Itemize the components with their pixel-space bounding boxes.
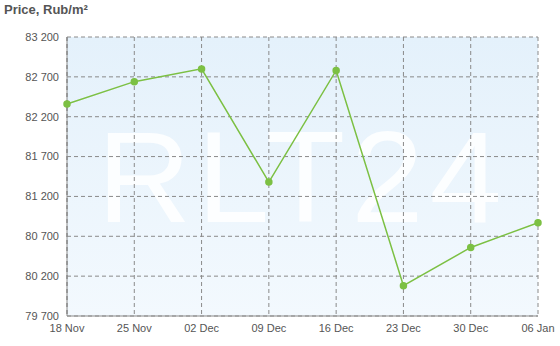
svg-text:09 Dec: 09 Dec bbox=[251, 322, 286, 334]
svg-text:82 700: 82 700 bbox=[25, 71, 59, 83]
svg-text:80 700: 80 700 bbox=[25, 230, 59, 242]
svg-text:30 Dec: 30 Dec bbox=[453, 322, 488, 334]
svg-text:82 200: 82 200 bbox=[25, 111, 59, 123]
svg-text:80 200: 80 200 bbox=[25, 270, 59, 282]
svg-text:16 Dec: 16 Dec bbox=[319, 322, 354, 334]
svg-text:06 Jan: 06 Jan bbox=[521, 322, 552, 334]
html-text:Price, Rub/m²: Price, Rub/m² bbox=[4, 2, 88, 17]
svg-text:25 Nov: 25 Nov bbox=[117, 322, 152, 334]
svg-text:18 Nov: 18 Nov bbox=[50, 322, 85, 334]
svg-text:81 200: 81 200 bbox=[25, 190, 59, 202]
svg-text:83 200: 83 200 bbox=[25, 31, 59, 43]
svg-text:02 Dec: 02 Dec bbox=[184, 322, 219, 334]
svg-text:23 Dec: 23 Dec bbox=[386, 322, 421, 334]
svg-text:79 700: 79 700 bbox=[25, 310, 59, 322]
svg-text:81 700: 81 700 bbox=[25, 150, 59, 162]
html-text:RLT24: RLT24 bbox=[97, 103, 508, 250]
